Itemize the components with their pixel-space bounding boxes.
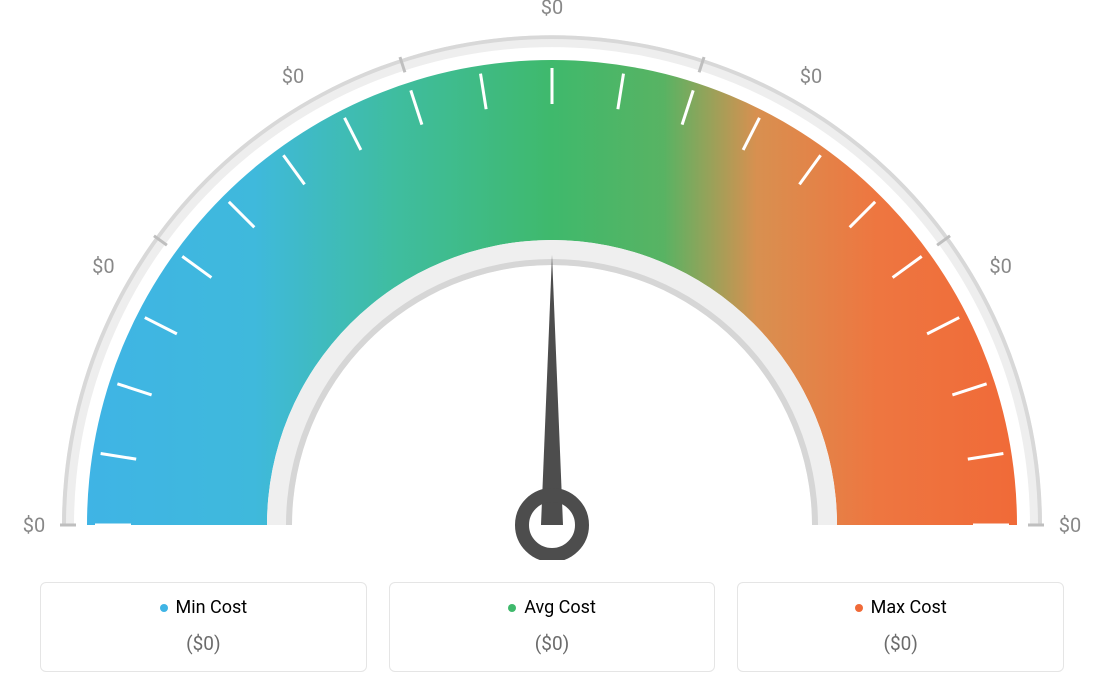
legend-value-max: ($0)	[748, 632, 1053, 655]
legend-card-avg: Avg Cost ($0)	[389, 582, 716, 672]
gauge-cost-widget: $0 $0 $0 $0 $0 $0 $0 Min Cost ($0) Avg Cost ($…	[0, 0, 1104, 690]
legend-value-avg: ($0)	[400, 632, 705, 655]
gauge-tick-label: $0	[1059, 513, 1081, 537]
gauge-tick-label: $0	[989, 254, 1011, 278]
legend-card-max: Max Cost ($0)	[737, 582, 1064, 672]
legend-label: Max Cost	[871, 597, 947, 618]
dot-icon	[508, 604, 516, 612]
gauge-tick-label: $0	[800, 64, 822, 88]
gauge-tick-label: $0	[23, 513, 45, 537]
legend-label: Min Cost	[176, 597, 248, 618]
legend-value-min: ($0)	[51, 632, 356, 655]
dot-icon	[160, 604, 168, 612]
legend-row: Min Cost ($0) Avg Cost ($0) Max Cost ($0…	[40, 582, 1064, 672]
gauge-svg	[0, 0, 1104, 560]
gauge-area: $0 $0 $0 $0 $0 $0 $0	[0, 0, 1104, 560]
gauge-tick-label: $0	[541, 0, 563, 19]
legend-card-min: Min Cost ($0)	[40, 582, 367, 672]
legend-title-avg: Avg Cost	[508, 597, 596, 618]
gauge-tick-label: $0	[92, 254, 114, 278]
gauge-tick-label: $0	[282, 64, 304, 88]
dot-icon	[855, 604, 863, 612]
legend-title-min: Min Cost	[160, 597, 248, 618]
legend-label: Avg Cost	[524, 597, 596, 618]
legend-title-max: Max Cost	[855, 597, 947, 618]
